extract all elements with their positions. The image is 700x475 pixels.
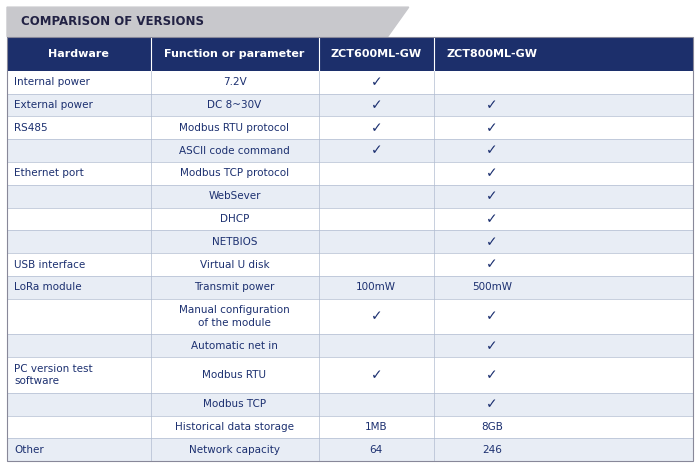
Text: ✓: ✓	[486, 98, 498, 112]
Bar	[7, 276, 693, 299]
Text: LoRa module: LoRa module	[14, 282, 82, 293]
Text: 7.2V: 7.2V	[223, 77, 246, 87]
Text: 8GB: 8GB	[481, 422, 503, 432]
Bar	[7, 185, 693, 208]
Text: Function or parameter: Function or parameter	[164, 48, 304, 59]
Bar	[7, 357, 693, 393]
Text: ✓: ✓	[370, 121, 382, 135]
Text: ✓: ✓	[486, 212, 498, 226]
Text: RS485: RS485	[14, 123, 48, 133]
Text: DC 8~30V: DC 8~30V	[207, 100, 262, 110]
Bar	[7, 416, 693, 438]
Text: 1MB: 1MB	[365, 422, 388, 432]
Bar	[7, 208, 693, 230]
Polygon shape	[7, 7, 409, 37]
Text: ✓: ✓	[486, 189, 498, 203]
Text: Modbus TCP protocol: Modbus TCP protocol	[180, 168, 289, 179]
Text: ✓: ✓	[486, 339, 498, 353]
Text: Other: Other	[14, 445, 43, 455]
Text: ✓: ✓	[486, 235, 498, 249]
Text: ✓: ✓	[370, 143, 382, 158]
Text: ZCT800ML-GW: ZCT800ML-GW	[447, 48, 538, 59]
Bar	[7, 438, 693, 461]
Text: ASCII code command: ASCII code command	[179, 145, 290, 156]
Text: External power: External power	[14, 100, 93, 110]
Text: Modbus RTU protocol: Modbus RTU protocol	[179, 123, 290, 133]
Text: ✓: ✓	[486, 121, 498, 135]
Text: WebSever: WebSever	[209, 191, 260, 201]
Text: Transmit power: Transmit power	[195, 282, 274, 293]
Text: ✓: ✓	[486, 368, 498, 382]
Bar	[7, 139, 693, 162]
Text: ✓: ✓	[370, 310, 382, 323]
Text: Automatic net in: Automatic net in	[191, 341, 278, 351]
Text: Virtual U disk: Virtual U disk	[199, 259, 270, 270]
Text: 64: 64	[370, 445, 383, 455]
Text: Modbus TCP: Modbus TCP	[203, 399, 266, 409]
Text: NETBIOS: NETBIOS	[211, 237, 258, 247]
Bar	[7, 71, 693, 94]
Text: ✓: ✓	[486, 310, 498, 323]
Text: ✓: ✓	[486, 166, 498, 180]
Text: ✓: ✓	[370, 98, 382, 112]
Text: DHCP: DHCP	[220, 214, 249, 224]
Bar	[7, 230, 693, 253]
Text: ✓: ✓	[486, 257, 498, 272]
Text: Modbus RTU: Modbus RTU	[202, 370, 267, 380]
Bar	[7, 116, 693, 139]
Text: COMPARISON OF VERSIONS: COMPARISON OF VERSIONS	[21, 15, 204, 28]
Text: Internal power: Internal power	[14, 77, 90, 87]
Bar	[7, 299, 693, 334]
Text: PC version test
software: PC version test software	[14, 364, 92, 386]
Bar	[7, 162, 693, 185]
Text: ZCT600ML-GW: ZCT600ML-GW	[330, 48, 422, 59]
Bar	[7, 393, 693, 416]
Bar	[7, 94, 693, 116]
Bar	[7, 37, 693, 71]
Text: 246: 246	[482, 445, 502, 455]
Text: ✓: ✓	[370, 75, 382, 89]
Bar	[7, 37, 693, 461]
Text: Hardware: Hardware	[48, 48, 109, 59]
Text: ✓: ✓	[486, 143, 498, 158]
Bar	[7, 253, 693, 276]
Text: Historical data storage: Historical data storage	[175, 422, 294, 432]
Text: Network capacity: Network capacity	[189, 445, 280, 455]
Text: Manual configuration
of the module: Manual configuration of the module	[179, 305, 290, 328]
Text: ✓: ✓	[370, 368, 382, 382]
Text: USB interface: USB interface	[14, 259, 85, 270]
Text: 100mW: 100mW	[356, 282, 396, 293]
Text: Ethernet port: Ethernet port	[14, 168, 84, 179]
Text: 500mW: 500mW	[472, 282, 512, 293]
Bar	[7, 334, 693, 357]
Text: ✓: ✓	[486, 397, 498, 411]
